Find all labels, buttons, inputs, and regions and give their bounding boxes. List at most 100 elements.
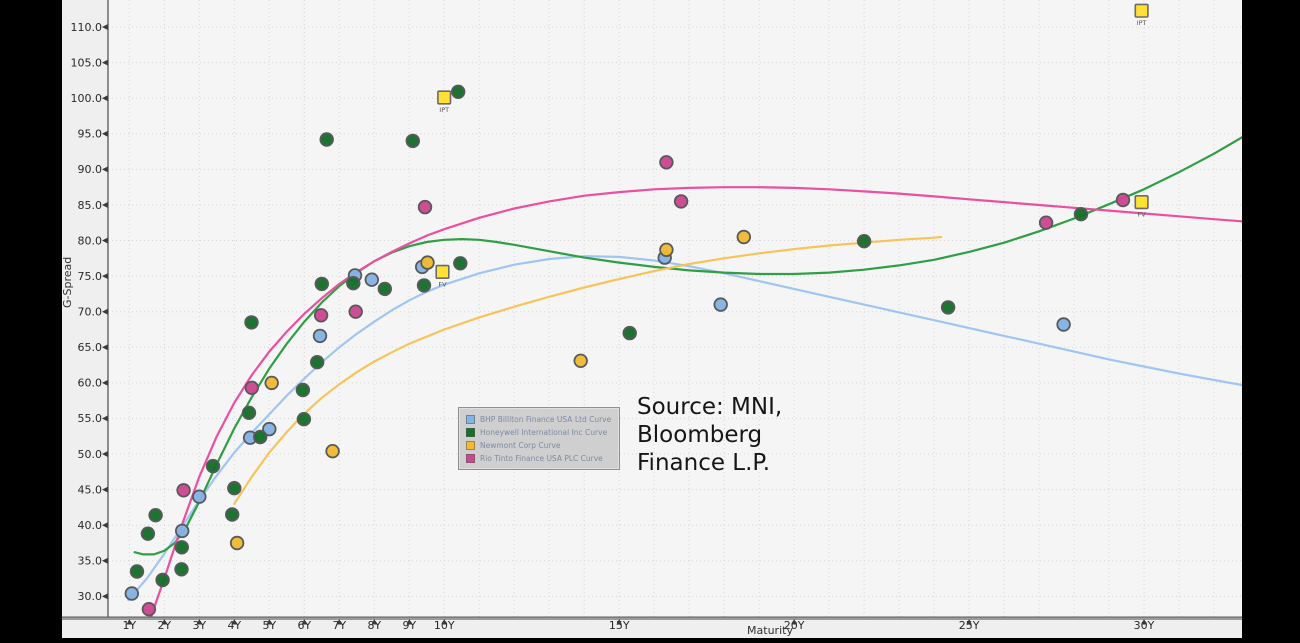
issue-marker-square[interactable]: [437, 90, 452, 105]
source-annotation: Source: MNI, Bloomberg Finance L.P.: [637, 393, 782, 477]
point-rio[interactable]: [1038, 215, 1054, 230]
point-bhp[interactable]: [174, 523, 190, 539]
legend-item-honeywell[interactable]: Honeywell International Inc Curve: [466, 426, 613, 439]
x-tick-arrow: [301, 619, 308, 625]
point-bhp[interactable]: [364, 272, 380, 287]
x-tick-label: 20Y: [784, 619, 805, 632]
point-honeywell[interactable]: [405, 133, 421, 149]
point-rio[interactable]: [417, 199, 433, 215]
point-bhp[interactable]: [713, 297, 728, 312]
point-honeywell[interactable]: [241, 405, 257, 421]
x-axis-label: Maturity: [747, 624, 793, 637]
y-tick-label: 50.0: [78, 448, 103, 461]
point-newmont[interactable]: [264, 375, 279, 391]
point-honeywell[interactable]: [140, 526, 156, 541]
point-honeywell[interactable]: [1073, 206, 1089, 222]
point-bhp[interactable]: [192, 489, 207, 504]
point-honeywell[interactable]: [174, 562, 189, 577]
x-tick-label: 4Y: [227, 619, 241, 632]
point-honeywell[interactable]: [244, 315, 259, 330]
point-honeywell[interactable]: [940, 300, 956, 315]
chart-canvas[interactable]: IPT FV IPT FV 30.0 35.0 40.0 45.0 50.0 55.0 60.0 65…: [62, 0, 1242, 638]
point-newmont[interactable]: [229, 535, 245, 551]
x-tick-label: 2Y: [157, 619, 171, 632]
y-tick-arrow: [102, 130, 108, 137]
y-tick-arrow: [102, 166, 108, 173]
y-tick-arrow: [102, 593, 108, 600]
point-honeywell[interactable]: [416, 278, 432, 293]
legend-swatch-honeywell: [466, 428, 475, 437]
x-tick-label: 9Y: [402, 619, 416, 632]
legend-swatch-newmont: [466, 441, 475, 450]
point-honeywell[interactable]: [453, 256, 468, 271]
point-honeywell[interactable]: [174, 540, 190, 555]
legend-label-bhp: BHP Billiton Finance USA Ltd Curve: [480, 415, 612, 424]
point-honeywell[interactable]: [295, 382, 311, 398]
point-honeywell[interactable]: [205, 458, 221, 474]
point-rio[interactable]: [673, 194, 689, 209]
x-tick-label: 10Y: [434, 619, 455, 632]
x-tick-label: 30Y: [1134, 619, 1155, 632]
point-honeywell[interactable]: [155, 572, 170, 588]
point-honeywell[interactable]: [227, 481, 242, 496]
y-tick-arrow: [102, 451, 108, 457]
point-honeywell[interactable]: [451, 84, 466, 100]
y-tick-label: 70.0: [78, 306, 103, 319]
x-tick-label: 5Y: [262, 619, 276, 632]
point-rio[interactable]: [176, 483, 191, 498]
point-bhp[interactable]: [312, 328, 328, 344]
point-bhp[interactable]: [262, 421, 277, 437]
point-rio[interactable]: [348, 304, 363, 319]
legend-item-newmont[interactable]: Newmont Corp Curve: [466, 439, 613, 452]
y-tick-label: 95.0: [78, 128, 103, 141]
point-bhp[interactable]: [124, 586, 140, 601]
legend-label-newmont: Newmont Corp Curve: [480, 441, 561, 450]
point-newmont[interactable]: [659, 242, 674, 258]
point-honeywell[interactable]: [319, 132, 334, 147]
legend[interactable]: BHP Billiton Finance USA Ltd Curve Honeyw…: [458, 407, 620, 470]
y-tick-arrow: [102, 415, 108, 422]
x-tick-arrow: [966, 619, 972, 625]
x-tick-arrow: [406, 619, 413, 625]
y-tick-label: 60.0: [78, 377, 103, 390]
point-honeywell[interactable]: [252, 429, 268, 445]
x-tick-label: 6Y: [297, 619, 311, 632]
point-rio[interactable]: [1115, 192, 1131, 208]
y-tick-label: 35.0: [78, 555, 103, 568]
point-rio[interactable]: [313, 308, 329, 323]
y-tick-arrow: [102, 237, 108, 244]
issue-marker-square[interactable]: [1134, 3, 1149, 18]
y-tick-label: 105.0: [71, 56, 103, 69]
point-honeywell[interactable]: [129, 564, 145, 579]
issue-markers: IPT FV IPT FV: [435, 3, 1149, 288]
point-honeywell[interactable]: [296, 412, 312, 427]
point-honeywell[interactable]: [314, 276, 329, 292]
point-honeywell[interactable]: [622, 325, 637, 341]
point-honeywell[interactable]: [346, 276, 361, 291]
point-bhp[interactable]: [1056, 317, 1071, 332]
chart-panel: IPT FV IPT FV 30.0 35.0 40.0 45.0 50.0 55.0 60.0 65…: [61, 0, 1242, 638]
y-tick-arrow: [102, 202, 108, 208]
point-honeywell[interactable]: [856, 233, 872, 249]
legend-item-bhp[interactable]: BHP Billiton Finance USA Ltd Curve: [466, 413, 613, 426]
y-tick-label: 65.0: [78, 341, 103, 354]
y-tick-arrow: [102, 273, 108, 279]
point-newmont[interactable]: [325, 444, 340, 459]
point-honeywell[interactable]: [148, 508, 163, 523]
x-tick-arrow: [126, 619, 133, 625]
point-newmont[interactable]: [573, 353, 588, 369]
issue-marker-label: FV: [438, 280, 447, 288]
issue-marker-square[interactable]: [435, 264, 450, 280]
point-newmont[interactable]: [420, 255, 435, 270]
point-honeywell[interactable]: [309, 355, 325, 370]
point-rio[interactable]: [141, 602, 157, 617]
legend-label-honeywell: Honeywell International Inc Curve: [480, 428, 608, 437]
point-honeywell[interactable]: [224, 507, 240, 522]
legend-item-rio[interactable]: Rio Tinto Finance USA PLC Curve: [466, 452, 613, 465]
point-rio[interactable]: [659, 155, 674, 170]
issue-marker-square[interactable]: [1134, 195, 1149, 210]
point-honeywell[interactable]: [377, 281, 393, 297]
point-newmont[interactable]: [736, 229, 752, 245]
point-rio[interactable]: [244, 380, 260, 396]
